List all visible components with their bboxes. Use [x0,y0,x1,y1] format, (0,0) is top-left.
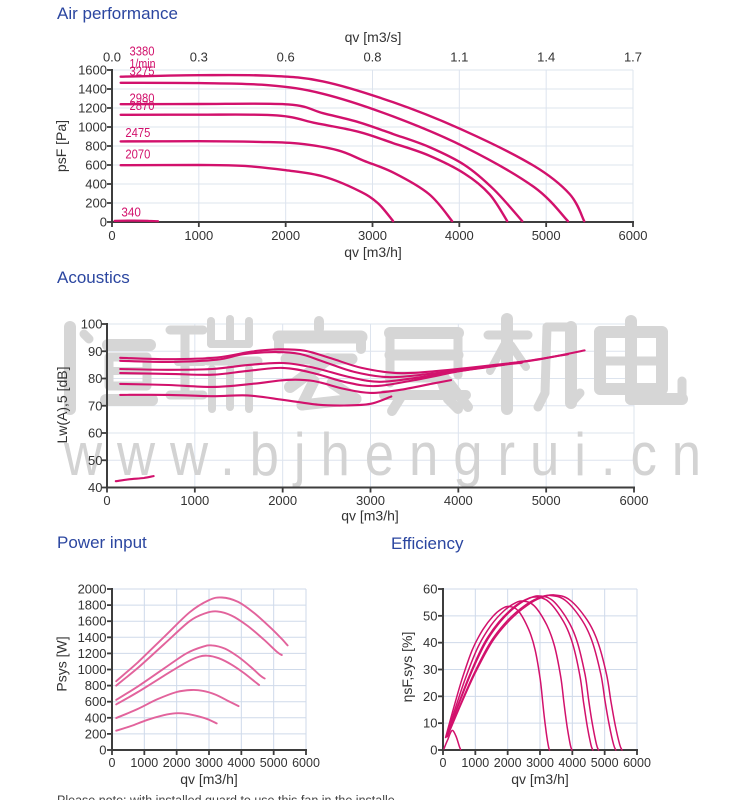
svg-text:100: 100 [81,317,103,332]
svg-text:40: 40 [423,635,437,650]
svg-text:2000: 2000 [268,493,297,508]
svg-text:1000: 1000 [78,662,107,677]
svg-text:qv [m3/h]: qv [m3/h] [511,771,569,787]
svg-text:qv [m3/s]: qv [m3/s] [345,29,402,45]
svg-text:1200: 1200 [78,646,107,661]
svg-text:6000: 6000 [292,756,320,770]
svg-text:www.bjhengrui.cn: www.bjhengrui.cn [63,421,716,488]
svg-text:6000: 6000 [619,228,648,243]
svg-text:80: 80 [88,371,102,386]
svg-text:0: 0 [100,215,107,230]
svg-text:1.7: 1.7 [624,50,642,65]
svg-text:5000: 5000 [532,228,561,243]
svg-text:1/min: 1/min [130,56,156,71]
svg-text:1600: 1600 [78,63,107,78]
svg-text:2870: 2870 [130,98,155,113]
svg-text:400: 400 [85,177,107,192]
svg-text:70: 70 [88,398,102,413]
svg-text:6000: 6000 [620,493,649,508]
svg-text:2000: 2000 [163,756,191,770]
svg-text:60: 60 [88,426,102,441]
svg-text:1.4: 1.4 [537,50,555,65]
svg-text:0.8: 0.8 [363,50,381,65]
svg-text:60: 60 [423,582,437,597]
svg-text:10: 10 [423,716,437,731]
svg-text:200: 200 [85,726,107,741]
svg-text:0.0: 0.0 [103,50,121,65]
svg-text:2070: 2070 [125,147,150,162]
svg-text:1200: 1200 [78,101,107,116]
svg-text:1800: 1800 [78,598,107,613]
svg-text:4000: 4000 [227,756,255,770]
svg-text:Air performance: Air performance [57,4,178,23]
svg-text:5000: 5000 [532,493,561,508]
svg-text:6000: 6000 [623,756,651,770]
svg-text:0: 0 [103,493,110,508]
svg-text:3000: 3000 [358,228,387,243]
svg-text:1400: 1400 [78,82,107,97]
svg-text:3000: 3000 [526,756,554,770]
svg-text:1000: 1000 [130,756,158,770]
svg-text:600: 600 [85,694,107,709]
svg-text:qv [m3/h]: qv [m3/h] [341,508,399,524]
svg-text:1400: 1400 [78,630,107,645]
svg-text:ηsF,sys [%]: ηsF,sys [%] [399,632,415,703]
svg-text:50: 50 [423,608,437,623]
svg-text:2000: 2000 [78,582,107,597]
svg-text:Lw(A),5 [dB]: Lw(A),5 [dB] [54,366,70,443]
svg-text:2475: 2475 [125,125,150,140]
svg-text:0: 0 [108,228,115,243]
svg-text:600: 600 [85,158,107,173]
svg-text:0: 0 [430,743,437,758]
svg-text:30: 30 [423,662,437,677]
svg-text:20: 20 [423,689,437,704]
svg-text:1.1: 1.1 [450,50,468,65]
svg-text:400: 400 [85,710,107,725]
svg-text:psF [Pa]: psF [Pa] [53,120,69,172]
svg-text:1000: 1000 [184,228,213,243]
svg-text:Please note: with installed gu: Please note: with installed guard to use… [57,794,395,800]
svg-text:1000: 1000 [78,120,107,135]
svg-text:50: 50 [88,453,102,468]
svg-text:3380: 3380 [130,44,155,59]
svg-text:1000: 1000 [180,493,209,508]
svg-text:90: 90 [88,344,102,359]
svg-text:0: 0 [440,756,447,770]
svg-text:40: 40 [88,480,102,495]
svg-text:4000: 4000 [558,756,586,770]
svg-text:2000: 2000 [494,756,522,770]
svg-text:2980: 2980 [130,91,155,106]
svg-text:Power input: Power input [57,533,147,552]
svg-text:Acoustics: Acoustics [57,268,130,287]
svg-text:Psys [W]: Psys [W] [54,636,70,691]
svg-text:0.3: 0.3 [190,50,208,65]
svg-text:qv [m3/h]: qv [m3/h] [344,244,402,260]
svg-text:2000: 2000 [271,228,300,243]
svg-text:1000: 1000 [461,756,489,770]
svg-text:0.6: 0.6 [277,50,295,65]
svg-text:3000: 3000 [195,756,223,770]
svg-text:3000: 3000 [356,493,385,508]
svg-text:0: 0 [99,743,106,758]
svg-text:5000: 5000 [260,756,288,770]
svg-text:800: 800 [85,678,107,693]
svg-text:3275: 3275 [130,64,155,79]
svg-text:0: 0 [109,756,116,770]
svg-text:Efficiency: Efficiency [391,534,464,553]
svg-text:5000: 5000 [591,756,619,770]
svg-text:4000: 4000 [445,228,474,243]
svg-text:4000: 4000 [444,493,473,508]
svg-text:1600: 1600 [78,614,107,629]
svg-text:340: 340 [121,205,140,220]
svg-text:200: 200 [85,196,107,211]
svg-text:800: 800 [85,139,107,154]
svg-text:qv [m3/h]: qv [m3/h] [180,771,238,787]
